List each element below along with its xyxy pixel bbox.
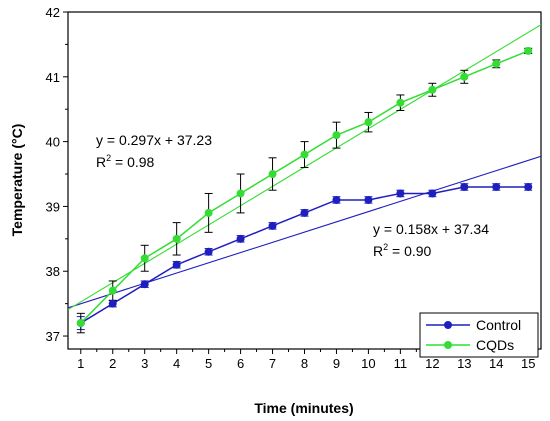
cqds-point xyxy=(172,234,181,243)
legend-cqds-marker xyxy=(444,341,452,349)
control-point xyxy=(332,195,341,204)
cqds-point xyxy=(364,118,373,127)
x-tick-label: 2 xyxy=(109,356,116,371)
cqds-point xyxy=(428,85,437,94)
control-point xyxy=(236,234,245,243)
cqds-point xyxy=(204,208,213,217)
legend-control-label: Control xyxy=(476,317,521,333)
cqds-fit-equation: y = 0.297x + 37.23 xyxy=(96,132,212,148)
cqds-fit-r2: R2 = 0.98 xyxy=(96,153,155,170)
legend-box xyxy=(419,312,539,358)
y-tick-label: 40 xyxy=(46,135,60,150)
x-axis-title: Time (minutes) xyxy=(254,400,353,416)
control-point xyxy=(300,208,309,217)
cqds-point xyxy=(268,170,277,179)
y-tick-label: 41 xyxy=(46,70,60,85)
cqds-point xyxy=(460,72,469,81)
x-tick-label: 5 xyxy=(205,356,212,371)
control-point xyxy=(364,195,373,204)
data-points xyxy=(76,46,533,328)
control-fit-r2: R2 = 0.90 xyxy=(373,242,432,259)
legend: Control CQDs xyxy=(419,312,539,358)
x-tick-label: 3 xyxy=(141,356,148,371)
cqds-point xyxy=(524,46,533,55)
x-tick-label: 4 xyxy=(173,356,180,371)
x-tick-label: 12 xyxy=(425,356,439,371)
control-point xyxy=(172,260,181,269)
x-tick-label: 1 xyxy=(77,356,84,371)
legend-control-marker xyxy=(444,321,452,329)
y-tick-label: 42 xyxy=(46,5,60,20)
y-axis: 37 38 39 40 41 42 xyxy=(46,5,68,344)
y-axis-title: Temperature (°C) xyxy=(9,124,25,237)
y-tick-label: 38 xyxy=(46,264,60,279)
cqds-point xyxy=(396,98,405,107)
control-point xyxy=(268,221,277,230)
control-point xyxy=(460,182,469,191)
x-tick-label: 15 xyxy=(521,356,535,371)
y-tick-label: 37 xyxy=(46,329,60,344)
control-fit-equation: y = 0.158x + 37.34 xyxy=(373,221,489,237)
control-point xyxy=(140,280,149,289)
cqds-point xyxy=(300,150,309,159)
control-point xyxy=(492,182,501,191)
x-tick-label: 10 xyxy=(361,356,375,371)
x-tick-label: 9 xyxy=(333,356,340,371)
control-point xyxy=(204,247,213,256)
x-tick-label: 14 xyxy=(489,356,503,371)
x-tick-label: 13 xyxy=(457,356,471,371)
cqds-point xyxy=(76,319,85,328)
x-tick-label: 11 xyxy=(394,356,408,371)
x-tick-label: 8 xyxy=(301,356,308,371)
control-point xyxy=(108,299,117,308)
control-series-line xyxy=(80,186,529,324)
x-tick-label: 7 xyxy=(269,356,276,371)
cqds-point xyxy=(140,254,149,263)
legend-cqds-label: CQDs xyxy=(476,337,514,353)
cqds-point xyxy=(332,131,341,140)
cqds-point xyxy=(108,286,117,295)
x-tick-label: 6 xyxy=(237,356,244,371)
cqds-point xyxy=(492,59,501,68)
control-point xyxy=(428,189,437,198)
control-point xyxy=(396,189,405,198)
y-tick-label: 39 xyxy=(46,199,60,214)
control-point xyxy=(524,182,533,191)
plot-frame xyxy=(67,11,542,350)
cqds-point xyxy=(236,189,245,198)
